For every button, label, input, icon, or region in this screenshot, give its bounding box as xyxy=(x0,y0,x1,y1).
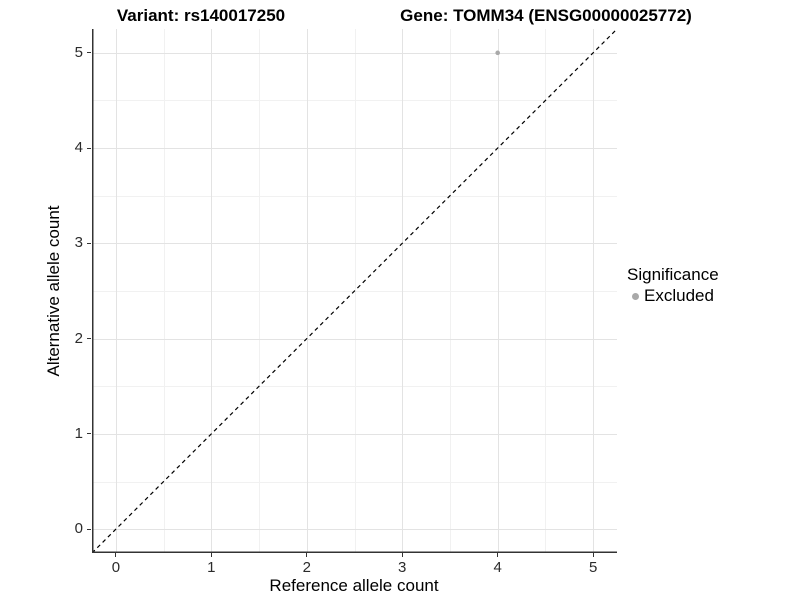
x-axis-title: Reference allele count xyxy=(269,576,439,595)
legend-title: Significance xyxy=(627,265,719,284)
y-tick-mark xyxy=(87,433,91,435)
x-tick-label: 1 xyxy=(207,559,216,576)
data-point xyxy=(495,50,500,56)
plot-panel xyxy=(91,28,618,554)
legend-dot-icon xyxy=(632,292,639,300)
y-tick-label: 2 xyxy=(74,329,83,347)
legend-items: Excluded xyxy=(627,286,719,306)
y-tick-label: 3 xyxy=(74,234,83,252)
y-tick-label: 4 xyxy=(74,139,83,157)
y-tick-mark xyxy=(87,528,91,530)
y-axis-title: Alternative allele count xyxy=(44,205,63,377)
x-tick-label: 5 xyxy=(588,559,598,576)
y-tick-mark xyxy=(87,338,91,340)
x-tick-label: 2 xyxy=(302,559,311,576)
x-tick-mark xyxy=(210,553,212,557)
y-tick-label: 0 xyxy=(74,520,83,538)
x-tick-label: 4 xyxy=(493,559,502,576)
y-tick-mark xyxy=(87,242,91,244)
y-tick-mark xyxy=(87,52,91,54)
x-tick-label: 0 xyxy=(111,559,121,576)
legend-label: Excluded xyxy=(644,286,714,305)
gene-title: Gene: TOMM34 (ENSG00000025772) xyxy=(400,6,692,25)
plot-canvas xyxy=(91,28,618,554)
x-tick-mark xyxy=(592,553,594,557)
x-tick-mark xyxy=(401,553,403,557)
x-tick-mark xyxy=(497,553,499,557)
y-tick-label: 1 xyxy=(74,424,83,442)
identity-line xyxy=(91,28,618,554)
legend: Significance Excluded xyxy=(627,265,719,306)
x-tick-label: 3 xyxy=(398,559,407,576)
variant-title: Variant: rs140017250 xyxy=(116,6,286,25)
legend-item: Excluded xyxy=(627,286,719,306)
x-tick-mark xyxy=(306,553,308,557)
x-tick-mark xyxy=(115,553,117,557)
y-tick-label: 5 xyxy=(74,43,83,61)
y-tick-mark xyxy=(87,147,91,149)
